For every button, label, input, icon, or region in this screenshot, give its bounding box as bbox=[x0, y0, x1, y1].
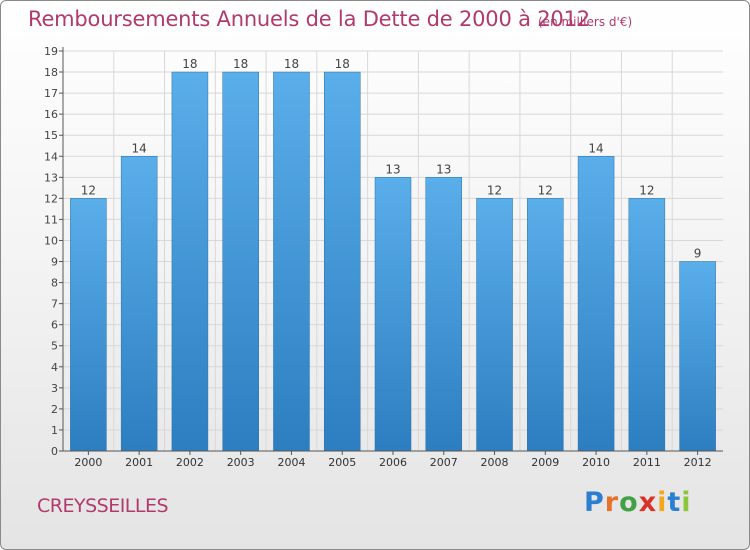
labels: 0123456789101112131415161718191220001420… bbox=[44, 45, 712, 469]
bar-2005 bbox=[323, 71, 361, 452]
bar-value-label: 12 bbox=[639, 183, 654, 197]
y-tick-label: 7 bbox=[51, 298, 58, 311]
x-tick-label: 2011 bbox=[633, 456, 661, 469]
proxiti-logo: Proxiti bbox=[584, 487, 692, 518]
x-tick-label: 2010 bbox=[582, 456, 610, 469]
bar-value-label: 18 bbox=[335, 57, 350, 71]
bar-value-label: 14 bbox=[132, 141, 147, 155]
bar-2010 bbox=[577, 156, 615, 452]
bar-2009 bbox=[527, 198, 564, 452]
bar-2012 bbox=[679, 261, 716, 452]
y-tick-label: 17 bbox=[44, 87, 58, 100]
commune-name: CREYSSEILLES bbox=[37, 495, 169, 517]
bar-value-label: 12 bbox=[538, 183, 553, 197]
bar-value-label: 12 bbox=[487, 183, 502, 197]
bar-2002 bbox=[171, 71, 209, 452]
bar-2003 bbox=[222, 71, 259, 452]
bar-value-label: 13 bbox=[436, 162, 451, 176]
bar-value-label: 18 bbox=[233, 57, 248, 71]
axes bbox=[59, 47, 723, 455]
bar-value-label: 9 bbox=[694, 247, 702, 261]
bar-value-label: 13 bbox=[385, 162, 400, 176]
bar-2000 bbox=[70, 198, 107, 452]
bar-value-label: 12 bbox=[81, 183, 96, 197]
y-tick-label: 13 bbox=[44, 171, 58, 184]
y-tick-label: 19 bbox=[44, 45, 58, 58]
x-tick-label: 2000 bbox=[74, 456, 102, 469]
bar-2006 bbox=[374, 177, 412, 452]
x-tick-label: 2009 bbox=[531, 456, 559, 469]
y-tick-label: 2 bbox=[51, 403, 58, 416]
x-tick-label: 2005 bbox=[328, 456, 356, 469]
bars bbox=[70, 71, 716, 452]
x-tick-label: 2002 bbox=[176, 456, 204, 469]
x-tick-label: 2008 bbox=[481, 456, 509, 469]
bar-value-label: 14 bbox=[588, 141, 603, 155]
bar-value-label: 18 bbox=[182, 57, 197, 71]
x-tick-label: 2006 bbox=[379, 456, 407, 469]
x-tick-label: 2004 bbox=[277, 456, 305, 469]
x-tick-label: 2007 bbox=[430, 456, 458, 469]
y-tick-label: 16 bbox=[44, 108, 58, 121]
chart-title: Remboursements Annuels de la Dette de 20… bbox=[28, 7, 590, 31]
y-tick-label: 0 bbox=[51, 445, 58, 458]
y-tick-label: 11 bbox=[44, 213, 58, 226]
y-tick-label: 14 bbox=[44, 150, 58, 163]
y-tick-label: 12 bbox=[44, 192, 58, 205]
bar-2011 bbox=[628, 198, 666, 452]
y-tick-label: 5 bbox=[51, 340, 58, 353]
bar-2001 bbox=[120, 156, 158, 452]
y-tick-label: 10 bbox=[44, 234, 58, 247]
y-tick-label: 18 bbox=[44, 66, 58, 79]
y-tick-label: 4 bbox=[51, 361, 58, 374]
x-tick-label: 2003 bbox=[227, 456, 255, 469]
bar-2004 bbox=[273, 71, 310, 452]
bar-2008 bbox=[476, 198, 513, 452]
y-tick-label: 15 bbox=[44, 129, 58, 142]
y-tick-label: 6 bbox=[51, 319, 58, 332]
chart-unit: (en milliers d'€) bbox=[538, 15, 633, 29]
y-tick-label: 1 bbox=[51, 424, 58, 437]
y-tick-label: 8 bbox=[51, 277, 58, 290]
y-tick-label: 9 bbox=[51, 256, 58, 269]
x-tick-label: 2001 bbox=[125, 456, 153, 469]
y-tick-label: 3 bbox=[51, 382, 58, 395]
bar-value-label: 18 bbox=[284, 57, 299, 71]
bar-2007 bbox=[425, 177, 463, 452]
x-tick-label: 2012 bbox=[684, 456, 712, 469]
